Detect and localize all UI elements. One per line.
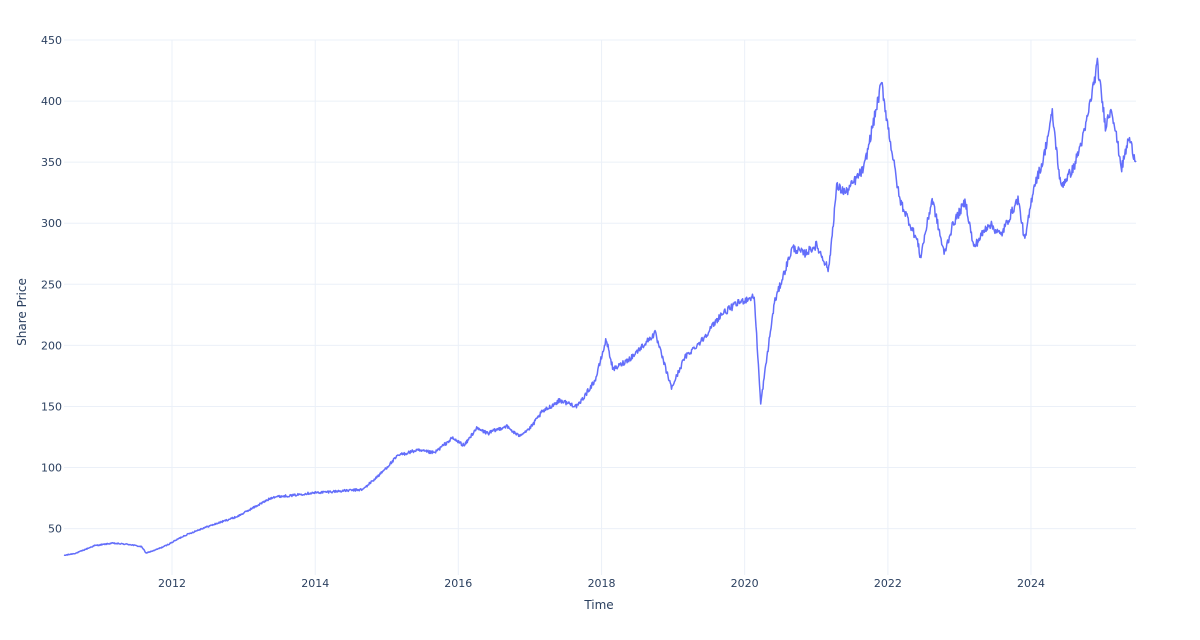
y-tick-label: 150 bbox=[41, 400, 62, 413]
x-tick-label: 2016 bbox=[444, 577, 472, 590]
y-tick-label: 350 bbox=[41, 156, 62, 169]
x-axis-title: Time bbox=[583, 598, 613, 612]
y-tick-label: 300 bbox=[41, 217, 62, 230]
y-tick-label: 400 bbox=[41, 95, 62, 108]
x-tick-label: 2022 bbox=[874, 577, 902, 590]
share-price-line bbox=[63, 57, 1137, 557]
series-layer bbox=[63, 57, 1137, 557]
x-tick-label: 2012 bbox=[158, 577, 186, 590]
y-tick-label: 100 bbox=[41, 462, 62, 475]
x-tick-label: 2014 bbox=[301, 577, 329, 590]
tick-labels: 50 100 150 200 250 300 350 400 450 2012 2014 2016 20… bbox=[41, 34, 1045, 590]
x-tick-label: 2024 bbox=[1017, 577, 1045, 590]
x-tick-label: 2020 bbox=[731, 577, 759, 590]
y-axis-title: Share Price bbox=[15, 278, 29, 346]
y-tick-label: 50 bbox=[48, 523, 62, 536]
y-tick-label: 250 bbox=[41, 278, 62, 291]
gridlines bbox=[64, 39, 1136, 575]
x-tick-label: 2018 bbox=[588, 577, 616, 590]
y-tick-label: 450 bbox=[41, 34, 62, 47]
y-tick-label: 200 bbox=[41, 339, 62, 352]
